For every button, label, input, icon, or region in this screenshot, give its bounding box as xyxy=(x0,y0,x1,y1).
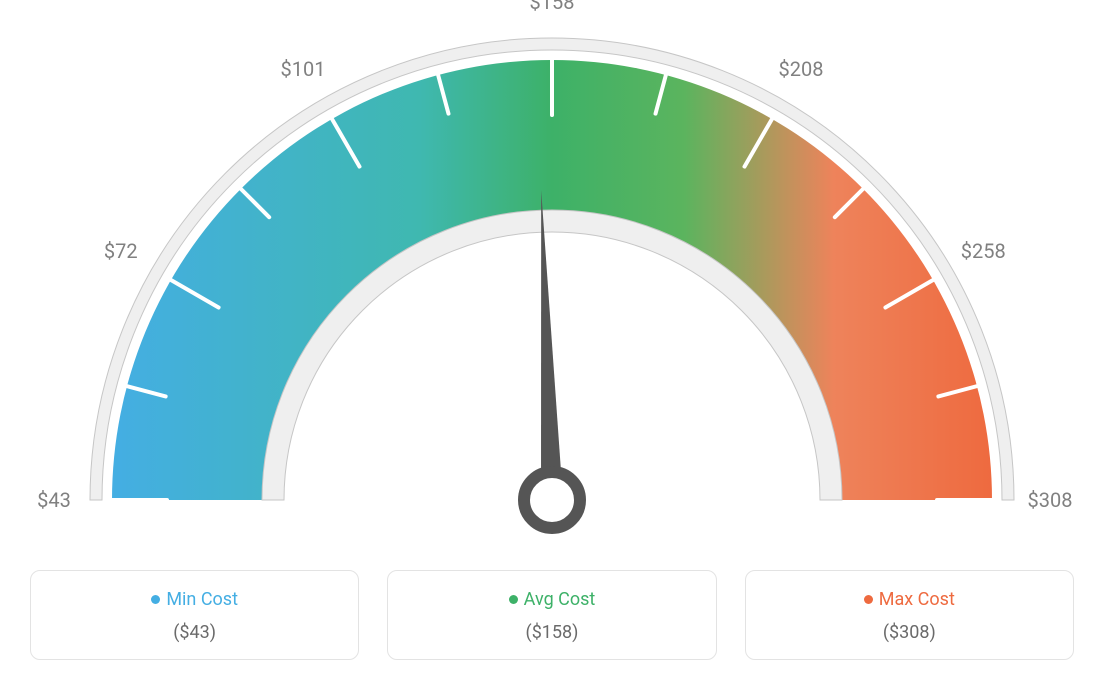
gauge-tick-label: $101 xyxy=(281,57,326,81)
legend-avg-title: Avg Cost xyxy=(398,589,705,610)
gauge-tick-label: $158 xyxy=(530,0,575,14)
legend-max-title-text: Max Cost xyxy=(879,589,955,610)
legend-avg-dot xyxy=(509,595,518,604)
legend-card-min: Min Cost ($43) xyxy=(30,570,359,660)
cost-gauge: $43 $72 $101 $158 $208 $258 $308 xyxy=(0,0,1104,560)
legend-min-title: Min Cost xyxy=(41,589,348,610)
gauge-svg xyxy=(0,0,1104,560)
gauge-tick-label: $258 xyxy=(961,239,1006,263)
legend-max-value: ($308) xyxy=(756,622,1063,643)
legend-max-title: Max Cost xyxy=(756,589,1063,610)
legend-min-value: ($43) xyxy=(41,622,348,643)
legend-min-title-text: Min Cost xyxy=(166,589,238,610)
gauge-tick-label: $72 xyxy=(104,239,138,263)
gauge-tick-label: $308 xyxy=(1028,488,1073,512)
legend-min-dot xyxy=(151,595,160,604)
legend-max-dot xyxy=(864,595,873,604)
legend-card-avg: Avg Cost ($158) xyxy=(387,570,716,660)
gauge-tick-label: $208 xyxy=(779,57,824,81)
legend-row: Min Cost ($43) Avg Cost ($158) Max Cost … xyxy=(0,570,1104,660)
legend-avg-title-text: Avg Cost xyxy=(524,589,596,610)
gauge-tick-label: $43 xyxy=(37,488,71,512)
legend-avg-value: ($158) xyxy=(398,622,705,643)
legend-card-max: Max Cost ($308) xyxy=(745,570,1074,660)
